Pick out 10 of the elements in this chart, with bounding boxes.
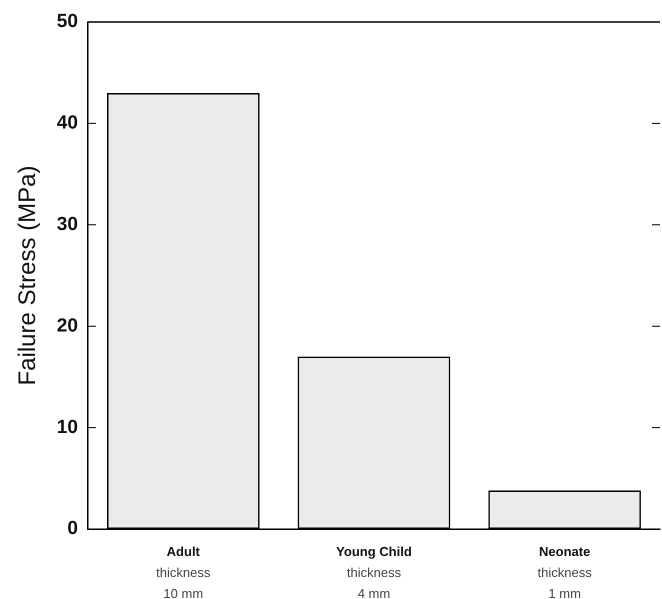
- x-tick-label: Young Child thickness 4 mm: [336, 544, 412, 599]
- y-tick-label: 20: [56, 315, 78, 336]
- y-tick-label: 30: [56, 214, 78, 236]
- y-tick-label: 50: [56, 11, 78, 32]
- y-tick-label: 40: [56, 112, 78, 134]
- x-tick-label: Neonate thickness 1 mm: [538, 544, 592, 599]
- y-tick-label: 10: [56, 416, 78, 438]
- y-tick-label: 0: [67, 518, 78, 540]
- y-axis-title: Failure Stress (MPa): [14, 165, 42, 386]
- x-tick-label: Adult thickness 10 mm: [156, 544, 211, 599]
